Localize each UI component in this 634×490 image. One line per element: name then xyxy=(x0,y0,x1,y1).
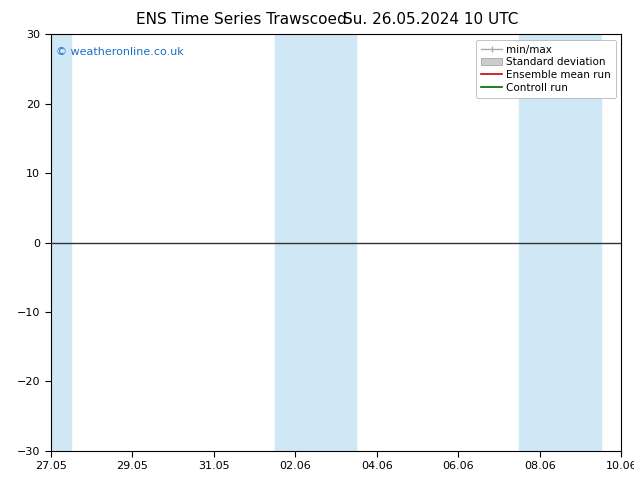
Bar xyxy=(519,34,601,451)
Text: © weatheronline.co.uk: © weatheronline.co.uk xyxy=(56,47,184,57)
Bar xyxy=(47,34,71,451)
Legend: min/max, Standard deviation, Ensemble mean run, Controll run: min/max, Standard deviation, Ensemble me… xyxy=(476,40,616,98)
Bar xyxy=(275,34,356,451)
Text: Su. 26.05.2024 10 UTC: Su. 26.05.2024 10 UTC xyxy=(344,12,519,27)
Text: ENS Time Series Trawscoed: ENS Time Series Trawscoed xyxy=(136,12,346,27)
